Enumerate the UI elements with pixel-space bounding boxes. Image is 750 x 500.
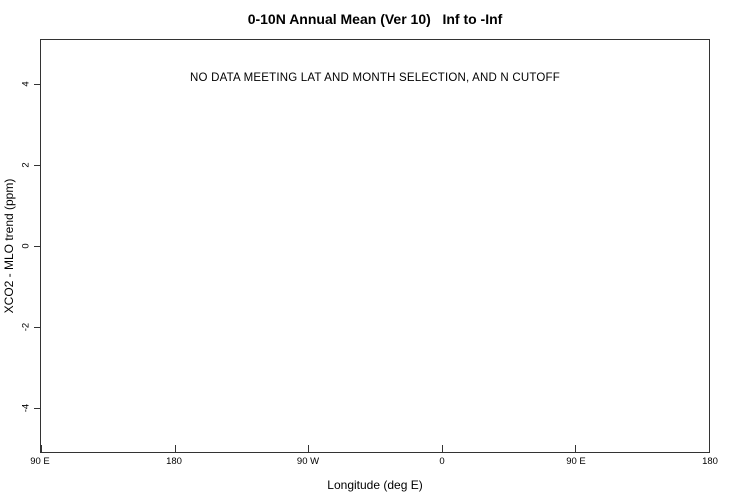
- x-axis-label: Longitude (deg E): [327, 478, 423, 492]
- x-tick-label: 90 E: [566, 456, 586, 467]
- x-tick-label: 180: [702, 456, 718, 467]
- y-tick-label: 0: [20, 243, 32, 249]
- y-tick-mark: [34, 246, 40, 247]
- y-tick-mark: [34, 165, 40, 167]
- x-axis-tick-labels: 90 E 180 90 W 0 90 E 180: [30, 456, 718, 468]
- y-tick-label: 4: [20, 80, 32, 87]
- y-tick-label: 2: [20, 162, 32, 168]
- x-tick-mark: [308, 445, 310, 452]
- x-tick-mark: [41, 445, 42, 452]
- y-tick-label: -4: [20, 404, 32, 413]
- x-tick-mark: [174, 445, 176, 452]
- x-tick-mark: [709, 445, 710, 452]
- x-tick-label: 90 E: [30, 456, 50, 467]
- y-tick-mark: [34, 407, 40, 409]
- y-tick-mark: [34, 326, 40, 328]
- no-data-annotation: NO DATA MEETING LAT AND MONTH SELECTION,…: [190, 72, 560, 84]
- x-tick-label: 0: [439, 456, 445, 467]
- x-tick-mark: [575, 445, 577, 452]
- y-axis-label: XCO2 - MLO trend (ppm): [2, 178, 16, 314]
- y-tick-label: -2: [20, 322, 32, 332]
- plot-area: [34, 39, 710, 453]
- y-tick-mark: [34, 84, 40, 86]
- chart-title: 0-10N Annual Mean (Ver 10) Inf to -Inf: [247, 11, 503, 27]
- x-tick-label: 90 W: [296, 456, 320, 467]
- x-tick-label: 180: [166, 456, 182, 467]
- x-tick-mark: [441, 445, 443, 452]
